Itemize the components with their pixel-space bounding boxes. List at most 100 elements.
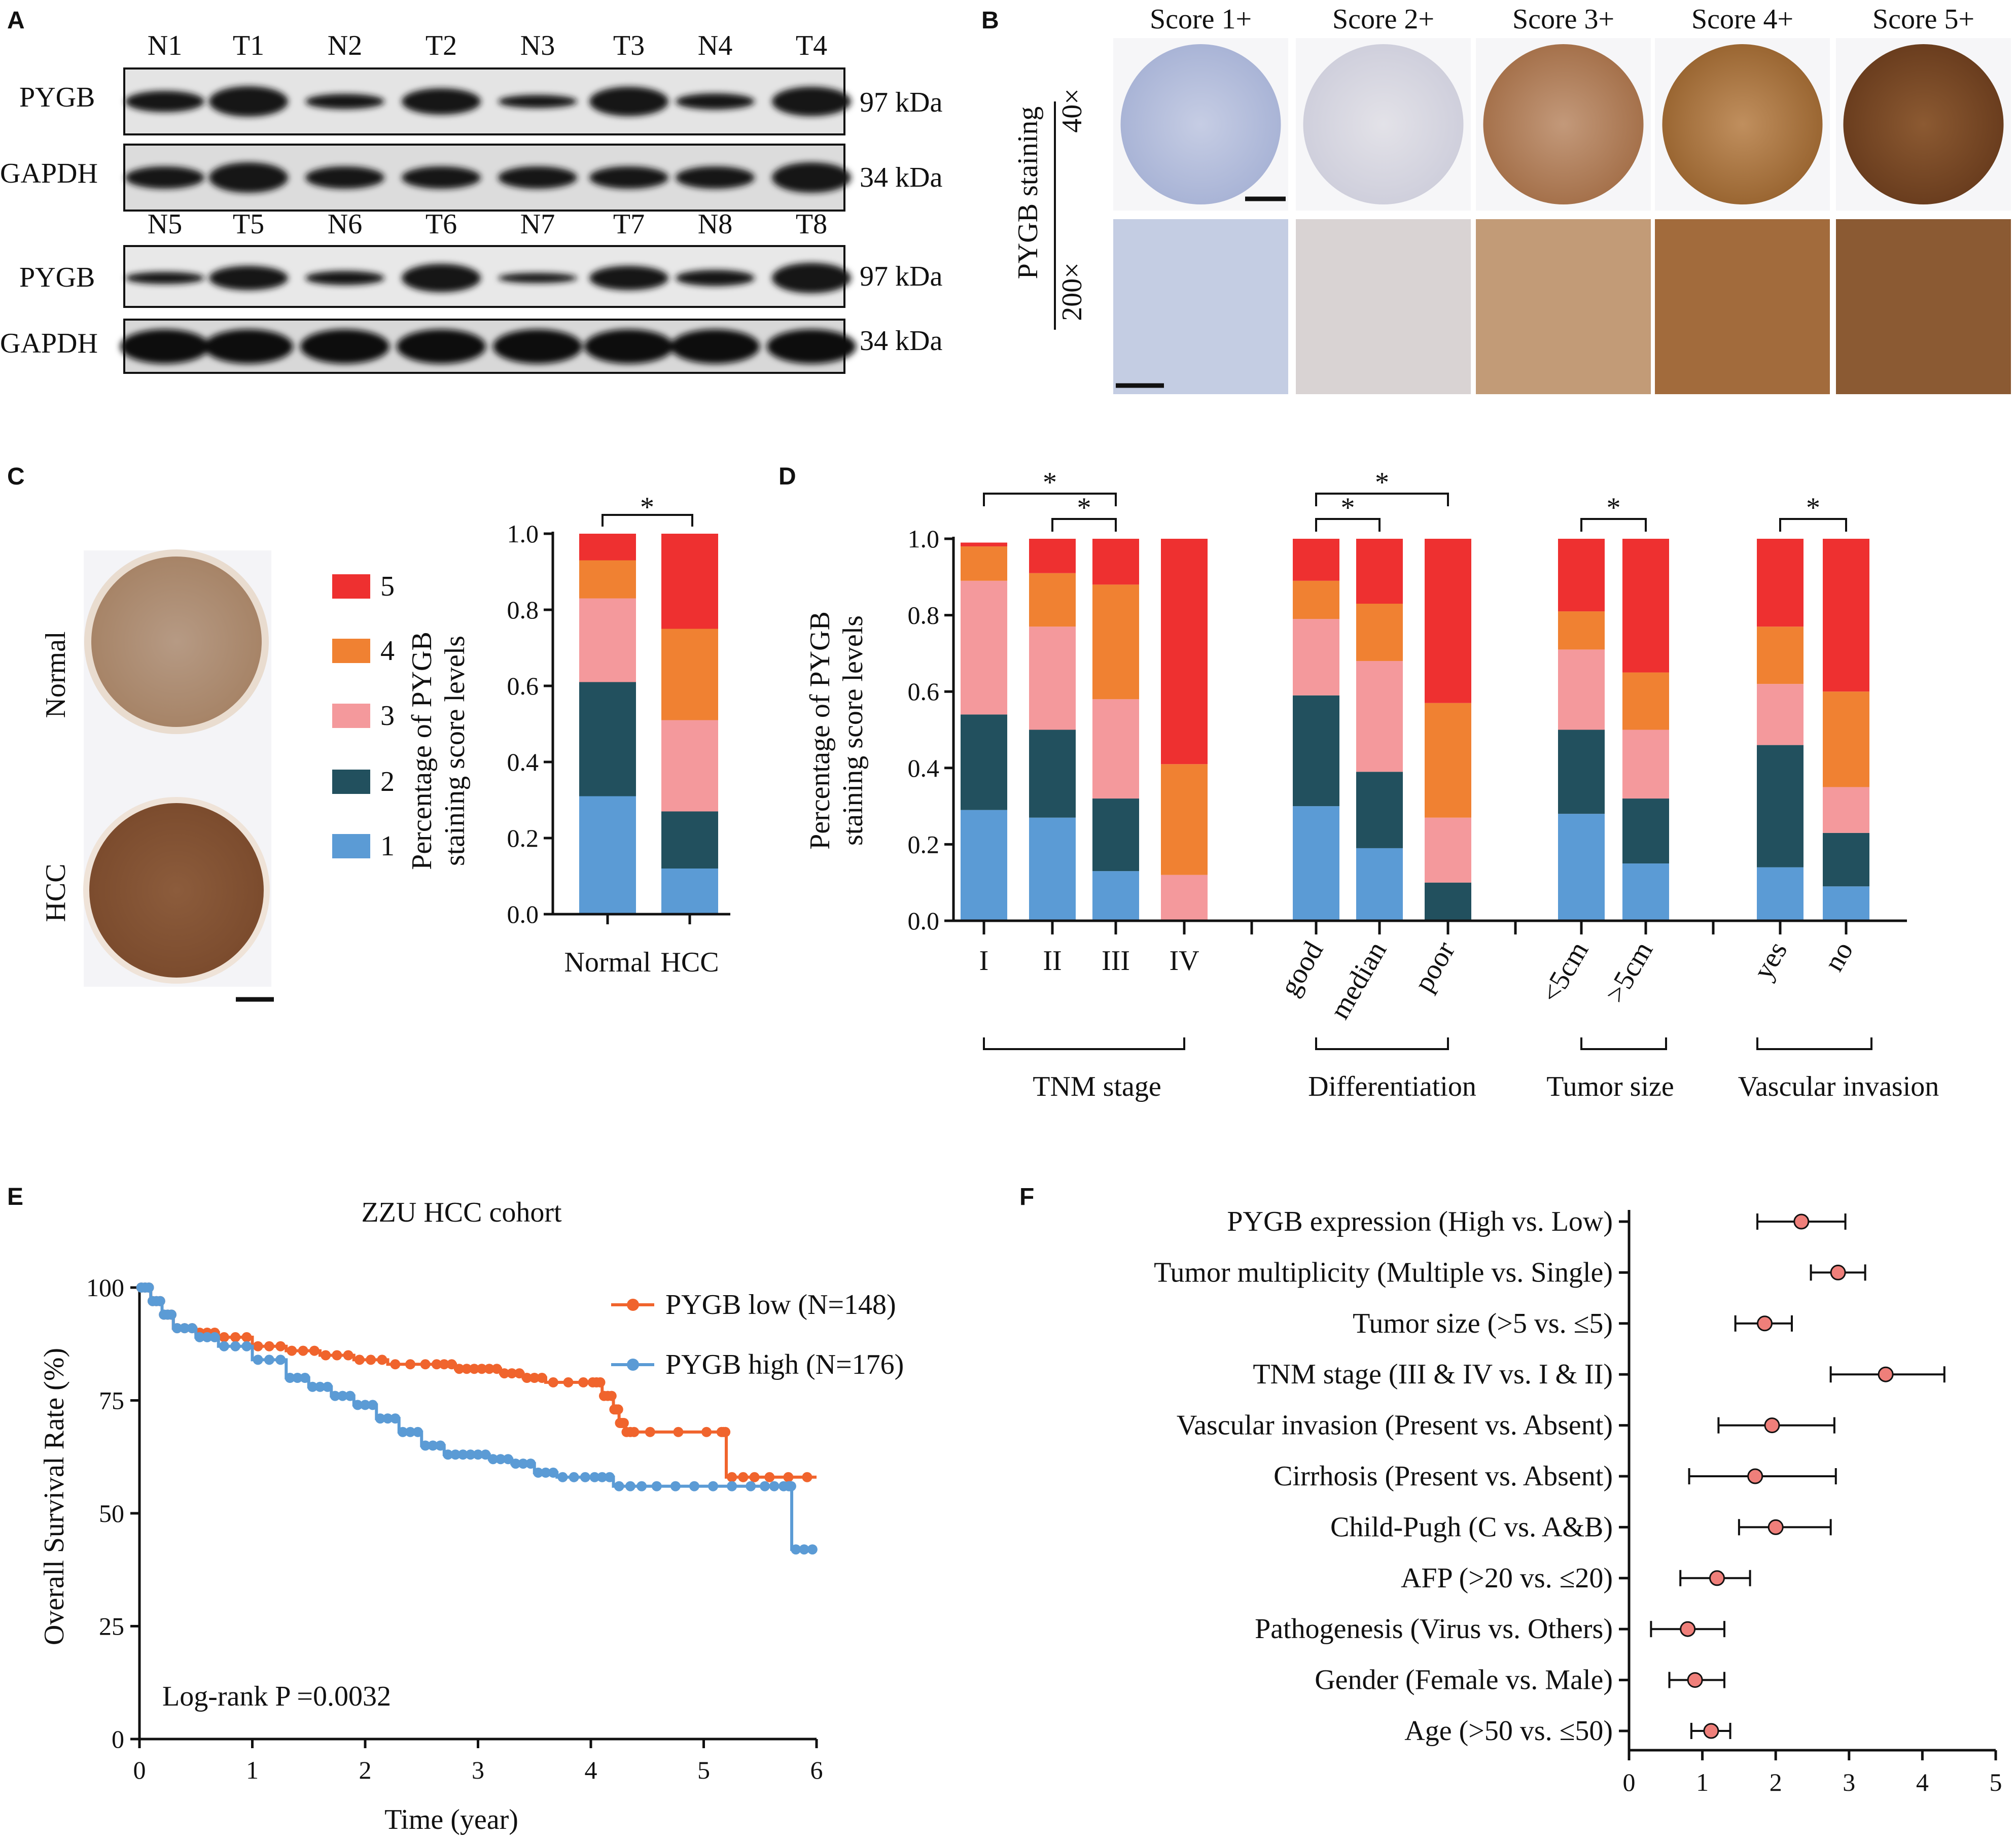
- censor-mark: [354, 1355, 365, 1365]
- ihc-200x-tile: [1476, 219, 1651, 394]
- y-tick-label-e: 0: [112, 1725, 124, 1753]
- bar-segment-score-2: [1356, 772, 1403, 848]
- censor-mark: [491, 1364, 502, 1374]
- censor-mark: [469, 1364, 480, 1374]
- censor-mark: [746, 1481, 756, 1491]
- censor-mark: [618, 1418, 629, 1428]
- bar-segment-score-4: [1293, 580, 1339, 619]
- censor-mark: [738, 1472, 749, 1482]
- censor-mark: [309, 1345, 320, 1356]
- band-pygb-top: [209, 86, 288, 117]
- ylabel-e-group: Overall Survival Rate (%): [39, 1348, 70, 1645]
- x-tick-label-f: 1: [1696, 1768, 1709, 1796]
- bar-segment-score-4: [579, 560, 636, 599]
- censor-mark: [332, 1350, 342, 1361]
- bar-segment-score-5: [1029, 539, 1076, 573]
- x-tick-label-d: no: [1818, 936, 1860, 977]
- y-tick-label-d: 0.6: [908, 677, 940, 706]
- x-tick-label-d: II: [1043, 945, 1062, 977]
- sig-star-d: *: [1375, 467, 1389, 498]
- censor-mark: [187, 1323, 197, 1334]
- bar-segment-score-1: [661, 869, 718, 914]
- hazard-ratio-point: [1747, 1468, 1763, 1484]
- bar-segment-score-4: [1622, 672, 1669, 730]
- band-gapdh-bottom: [670, 329, 760, 364]
- x-tick-label-d: I: [979, 945, 989, 977]
- censor-mark: [689, 1481, 699, 1491]
- legend-label-e: PYGB high (N=176): [665, 1349, 904, 1380]
- censor-mark: [727, 1481, 737, 1491]
- bar-segment-score-2: [961, 714, 1007, 810]
- normal-label: Normal: [40, 631, 72, 718]
- sig-bracket-d: [1779, 518, 1847, 532]
- ihc-40x-core: [1303, 44, 1464, 204]
- bar-segment-score-5: [1092, 539, 1139, 585]
- x-tick-label-f: 4: [1916, 1768, 1929, 1796]
- score-header: Score 2+: [1332, 4, 1434, 35]
- legend-label: 1: [380, 830, 395, 862]
- band-gapdh-top: [125, 166, 204, 189]
- censor-mark: [155, 1296, 165, 1306]
- ihc-200x-tile: [1296, 219, 1471, 394]
- bar-segment-score-2: [1757, 745, 1803, 867]
- x-tick-label-e: 1: [246, 1756, 259, 1784]
- legend-label: 5: [380, 571, 395, 602]
- x-tick-label-e: 5: [697, 1756, 710, 1784]
- censor-mark: [760, 1481, 770, 1491]
- ihc-200x-tile: [1655, 219, 1830, 394]
- bar-segment-score-3: [1757, 684, 1803, 745]
- chart-c: 0.0 0.2 0.4 0.6 0.8 1.0 Normal HCC *: [507, 492, 730, 978]
- x-tick-label-d: median: [1324, 936, 1393, 1025]
- censor-mark: [202, 1332, 213, 1342]
- censor-mark: [321, 1350, 331, 1361]
- legend-c: 5 4 3 2 1: [332, 571, 395, 862]
- censor-mark: [720, 1427, 731, 1437]
- forest-row-label: AFP (>20 vs. ≤20): [1401, 1563, 1613, 1594]
- lane-label: N6: [328, 209, 362, 240]
- censor-mark: [287, 1345, 297, 1356]
- x-tick-label-d: poor: [1408, 936, 1461, 997]
- bar-segment-score-5: [1757, 539, 1803, 627]
- xlabel-e: Time (year): [384, 1804, 518, 1835]
- y-tick-label-c: 0.8: [507, 596, 539, 624]
- km-curve-high: [139, 1286, 817, 1551]
- bar-segment-score-2: [579, 682, 636, 796]
- band-gapdh-top: [772, 162, 851, 193]
- score-headers: Score 1+ Score 2+ Score 3+ Score 4+ Score 5+: [1150, 4, 1974, 35]
- bar-segment-score-1: [1029, 817, 1076, 921]
- bar-segment-score-5: [1823, 539, 1869, 692]
- censor-mark: [307, 1381, 318, 1392]
- logrank-annotation: Log-rank P =0.0032: [162, 1681, 391, 1712]
- legend-label-e: PYGB low (N=148): [665, 1289, 896, 1321]
- lane-label: T8: [796, 209, 827, 240]
- group-label: Tumor size: [1546, 1071, 1674, 1102]
- censor-mark: [749, 1472, 760, 1482]
- sig-star-d: *: [1607, 492, 1621, 524]
- censor-mark: [398, 1427, 408, 1437]
- sig-star-d: *: [1077, 492, 1091, 524]
- censor-mark: [525, 1459, 536, 1469]
- blot-bands: [120, 86, 856, 364]
- censor-mark: [435, 1440, 446, 1451]
- hazard-ratio-point: [1793, 1213, 1810, 1230]
- kda-34-bottom: 34 kDa: [860, 325, 942, 357]
- band-gapdh-bottom: [493, 329, 582, 364]
- censor-mark: [360, 1400, 370, 1410]
- group-bracket: [1315, 1037, 1449, 1050]
- forest-row-label: Cirrhosis (Present vs. Absent): [1274, 1461, 1613, 1492]
- panel-letter-c: C: [7, 463, 25, 490]
- x-tick-label-f: 2: [1770, 1768, 1782, 1796]
- bar-segment-score-1: [1293, 806, 1339, 921]
- bar-segment-score-5: [1622, 539, 1669, 673]
- x-tick-label-d: <5cm: [1535, 936, 1595, 1009]
- hazard-ratio-point: [1680, 1621, 1696, 1637]
- censor-mark: [322, 1381, 333, 1392]
- tma-normal-core: [84, 549, 269, 734]
- forest-row-label: Age (>50 vs. ≤50): [1404, 1715, 1613, 1747]
- censor-mark: [488, 1454, 499, 1465]
- kda-34-top: 34 kDa: [860, 162, 942, 193]
- x-tick-label-f: 5: [1990, 1768, 2002, 1796]
- y-tick-label-c: 0.4: [507, 748, 539, 776]
- hazard-ratio-point: [1757, 1315, 1773, 1332]
- band-gapdh-top: [209, 162, 288, 193]
